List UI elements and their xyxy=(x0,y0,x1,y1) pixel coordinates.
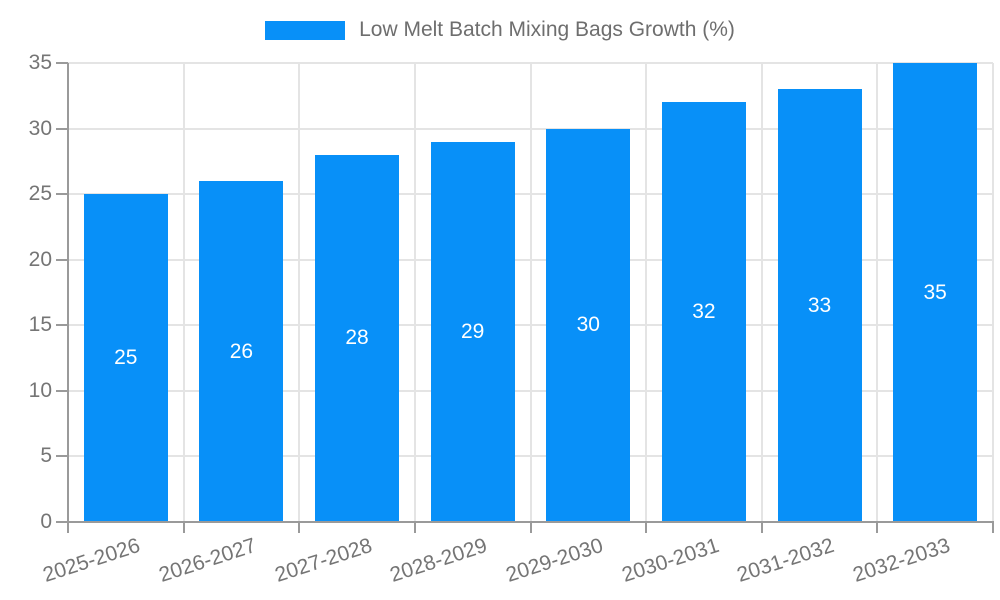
gridline-v xyxy=(182,63,185,522)
y-tick xyxy=(56,193,68,196)
y-tick xyxy=(56,258,68,261)
bar-value-label: 26 xyxy=(229,339,254,363)
gridline-v xyxy=(298,63,301,522)
gridline-v xyxy=(992,63,994,522)
legend-label: Low Melt Batch Mixing Bags Growth (%) xyxy=(359,18,735,41)
bar-2029-2030 xyxy=(546,128,631,522)
x-tick xyxy=(992,522,994,533)
y-tick-label: 30 xyxy=(28,116,52,140)
bar-value-label: 28 xyxy=(345,326,369,350)
bar-2030-2031 xyxy=(661,102,746,522)
bar-value-label: 29 xyxy=(461,319,485,343)
y-tick xyxy=(56,521,68,523)
bar-value-label: 32 xyxy=(692,300,716,324)
y-tick-label: 0 xyxy=(40,510,52,533)
bar-value-label: 35 xyxy=(923,280,947,304)
gridline-v xyxy=(413,63,416,522)
x-tick-label: 2031-2032 xyxy=(734,533,837,587)
x-tick-label: 2029-2030 xyxy=(503,533,606,587)
y-tick xyxy=(56,455,68,458)
x-tick xyxy=(298,522,301,533)
y-tick-label: 20 xyxy=(28,247,52,271)
bar-2027-2028 xyxy=(315,154,400,522)
gridline-v xyxy=(529,63,532,522)
x-tick-label: 2026-2027 xyxy=(156,533,259,587)
x-tick xyxy=(645,522,648,533)
x-tick xyxy=(182,522,185,533)
x-tick xyxy=(413,522,416,533)
x-tick-label: 2030-2031 xyxy=(618,533,722,587)
x-tick-label: 2028-2029 xyxy=(387,533,491,587)
x-tick xyxy=(876,522,879,533)
y-tick xyxy=(56,389,68,392)
x-tick-label: 2027-2028 xyxy=(271,533,375,587)
bar-value-label: 30 xyxy=(576,313,600,337)
y-tick-label: 15 xyxy=(28,313,52,337)
y-tick-label: 5 xyxy=(40,444,52,468)
bar-2026-2027 xyxy=(199,181,284,522)
bar-2028-2029 xyxy=(430,141,515,522)
bar-value-label: 33 xyxy=(807,293,832,317)
y-tick-label: 10 xyxy=(28,378,52,402)
bar-2032-2033 xyxy=(893,63,978,522)
legend[interactable]: Low Melt Batch Mixing Bags Growth (%) xyxy=(0,18,1000,42)
bar-2031-2032 xyxy=(777,89,862,522)
y-tick-label: 25 xyxy=(28,182,52,206)
x-tick-label: 2032-2033 xyxy=(849,533,953,587)
x-tick xyxy=(760,522,763,533)
y-tick xyxy=(56,127,68,130)
y-axis-line xyxy=(67,63,69,522)
y-tick-label: 35 xyxy=(28,51,52,74)
bar-value-label: 25 xyxy=(114,346,138,370)
x-tick-label: 2025-2026 xyxy=(40,533,144,587)
y-tick xyxy=(56,62,68,64)
gridline-v xyxy=(876,63,879,522)
x-axis-line xyxy=(67,521,994,523)
legend-swatch xyxy=(265,20,346,40)
gridline-v xyxy=(645,63,648,522)
y-tick xyxy=(56,324,68,327)
x-tick xyxy=(67,522,69,533)
bar-2025-2026 xyxy=(83,194,168,522)
x-tick xyxy=(529,522,532,533)
gridline-v xyxy=(760,63,763,522)
